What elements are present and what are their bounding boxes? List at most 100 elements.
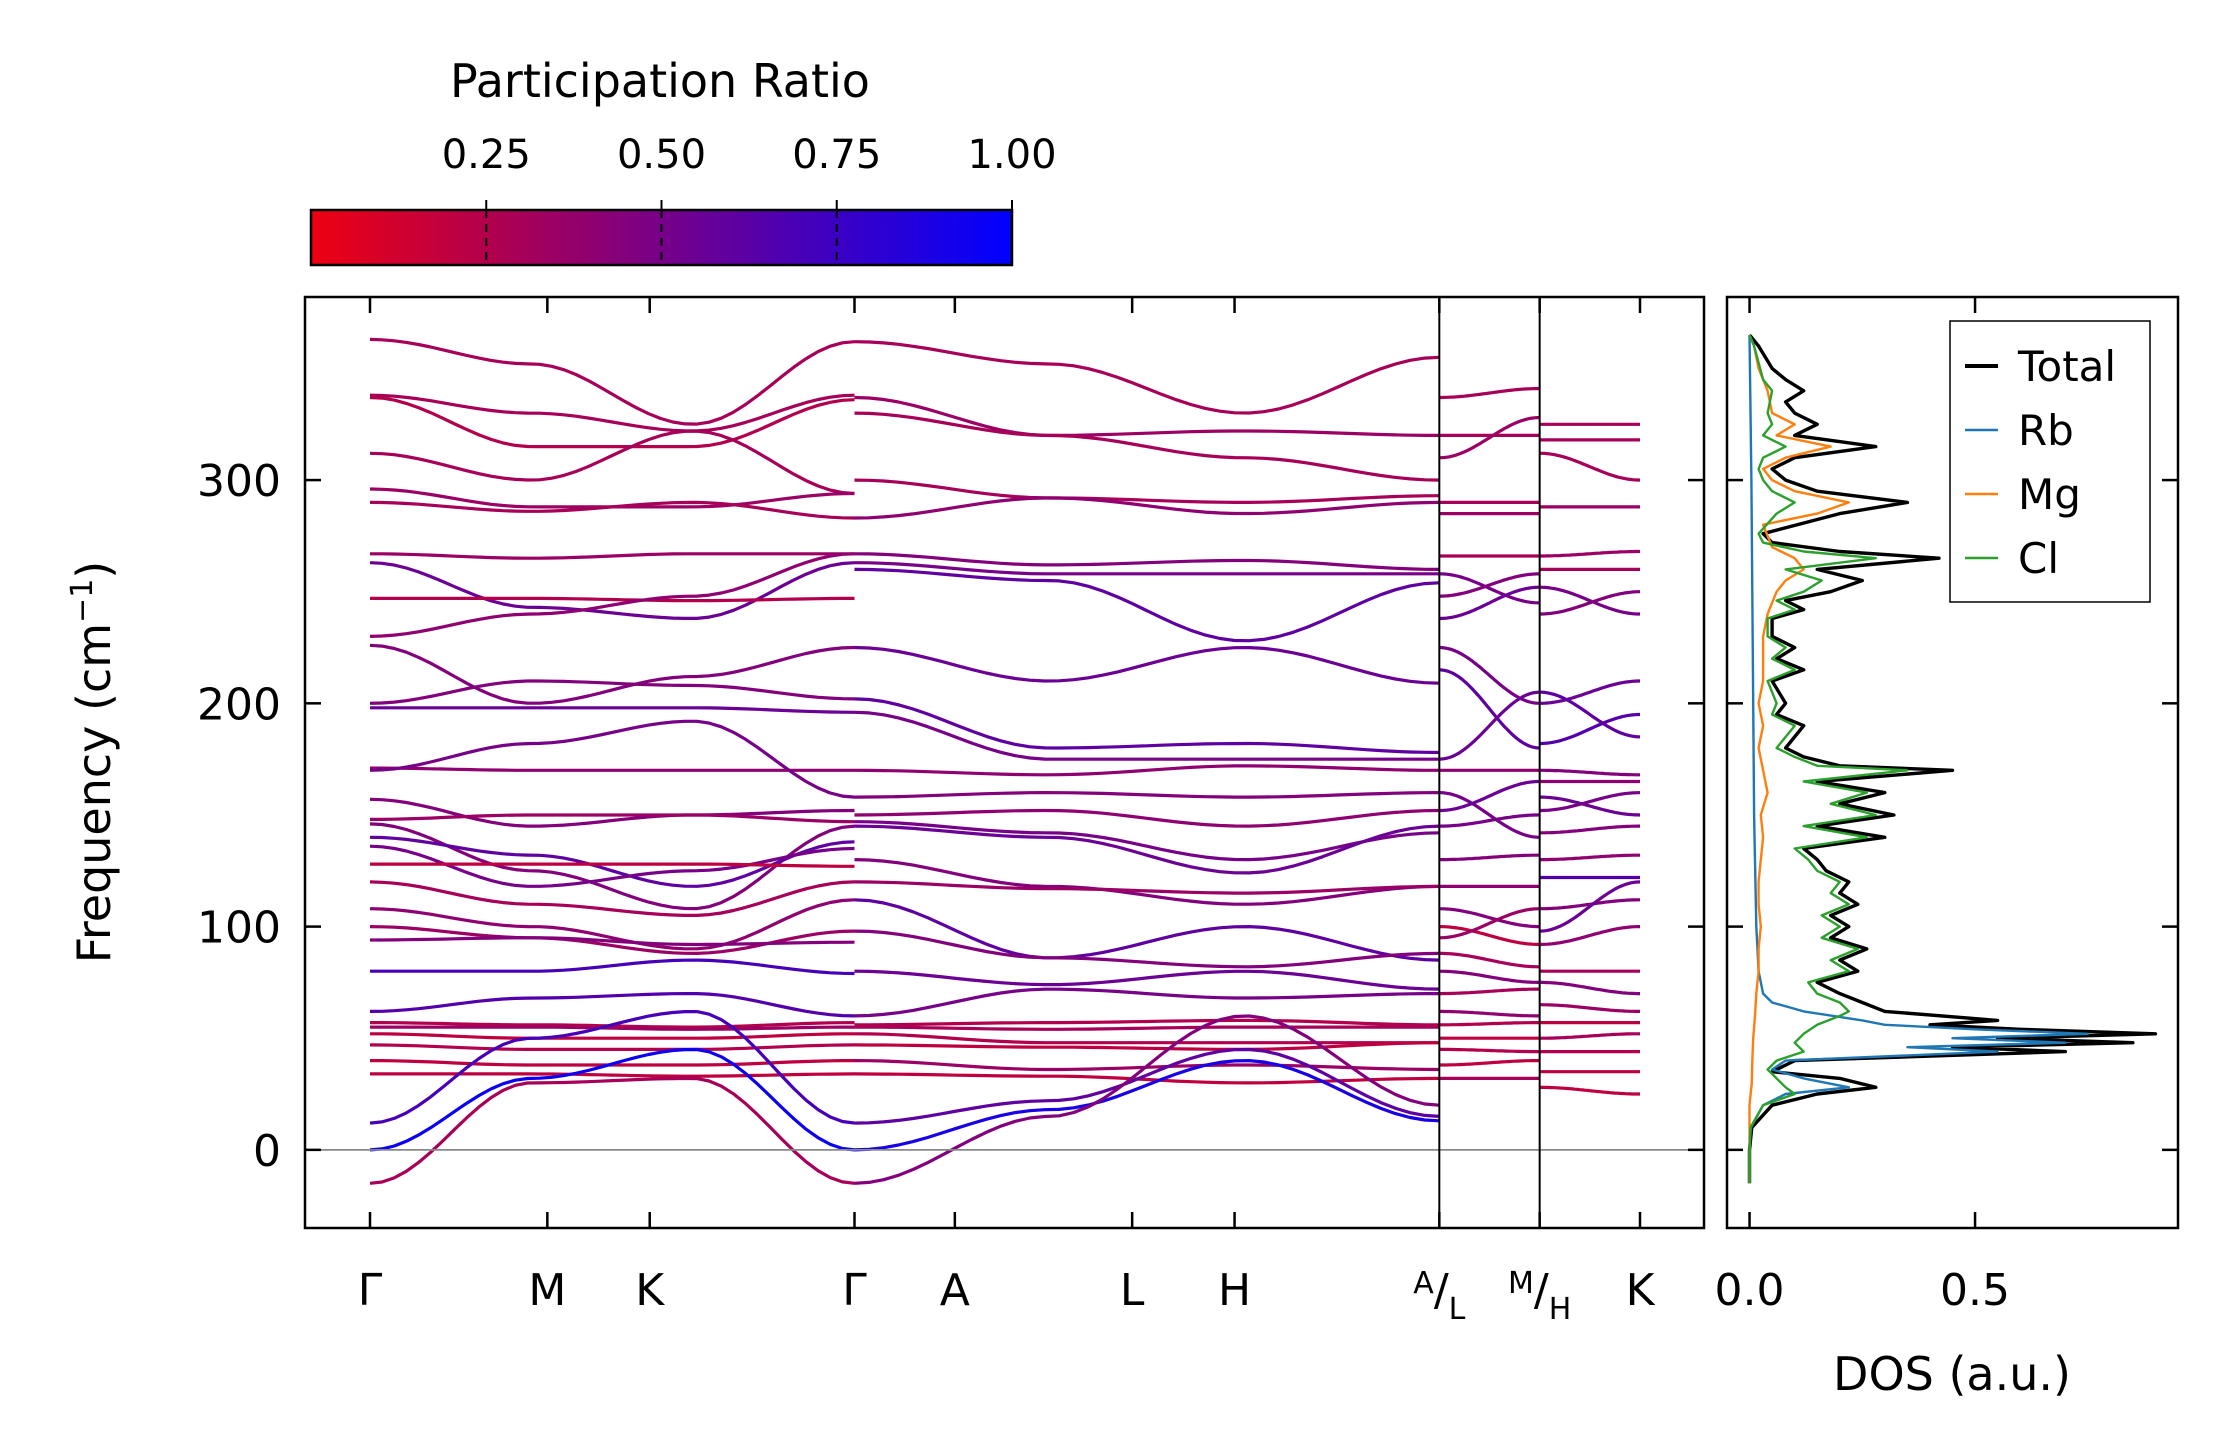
phonon-band: [369, 561, 855, 621]
phonon-band: [1539, 712, 1640, 746]
band-y-axis-label-sup: −1: [65, 579, 100, 623]
phonon-band: [369, 797, 855, 828]
phonon-band: [369, 552, 855, 638]
phonon-band: [1539, 880, 1641, 933]
phonon-band: [369, 898, 855, 951]
phonon-band: [854, 645, 1440, 685]
phonon-band: [854, 898, 1440, 962]
phonon-band: [370, 1025, 855, 1031]
band-lines: [369, 337, 1641, 1185]
phonon-band: [1539, 451, 1641, 482]
k-point-label: M: [528, 1265, 566, 1316]
phonon-band: [369, 880, 855, 918]
phonon-band: [854, 411, 1440, 482]
phonon-band: [854, 987, 1440, 1018]
phonon-band: [1439, 645, 1540, 705]
phonon-band: [854, 552, 1440, 571]
phonon-band: [854, 790, 1440, 799]
k-point-label-top: M: [1508, 1266, 1534, 1301]
colorbar-tick-label: 0.75: [792, 132, 881, 178]
dos-series-rb: [1748, 334, 2090, 1184]
phonon-band: [1439, 572, 1540, 605]
phonon-band: [854, 478, 1440, 504]
legend-items: Total Rb Mg Cl: [1965, 342, 2116, 583]
phonon-band: [370, 862, 855, 868]
phonon-band: [1539, 898, 1640, 911]
legend-label-rb: Rb: [2018, 406, 2074, 455]
phonon-band: [370, 706, 855, 714]
dos-y-ticks: [1727, 478, 2178, 1152]
k-point-label-slash: /: [1534, 1265, 1549, 1316]
phonon-band: [854, 880, 1440, 895]
phonon-band: [369, 991, 855, 1018]
phonon-band: [369, 429, 855, 496]
legend-label-cl: Cl: [2018, 534, 2059, 583]
colorbar-title: Participation Ratio: [450, 54, 870, 108]
band-axes-frame: [303, 295, 1706, 1230]
phonon-band: [1539, 549, 1640, 558]
k-point-label: L: [1120, 1265, 1145, 1316]
phonon-band: [369, 393, 855, 433]
phonon-band: [369, 487, 855, 509]
dos-series-cl: [1748, 334, 1909, 1184]
legend-label-mg: Mg: [2018, 470, 2081, 519]
phonon-band: [854, 858, 1440, 906]
phonon-band: [854, 1047, 1440, 1125]
y-tick-label: 100: [197, 903, 281, 954]
dos-series-total: [1747, 333, 2158, 1184]
phonon-band: [854, 820, 1440, 862]
y-tick-label: 300: [197, 456, 281, 507]
phonon-band: [1539, 853, 1640, 862]
phonon-band: [370, 936, 855, 947]
phonon-band: [1539, 585, 1640, 616]
phonon-band: [369, 1009, 855, 1125]
phonon-band: [370, 1072, 855, 1078]
phonon-band: [1439, 668, 1540, 750]
phonon-band: [1439, 1020, 1540, 1027]
phonon-band: [1439, 853, 1540, 862]
phonon-band: [369, 844, 855, 888]
k-point-label: Γ: [842, 1265, 867, 1316]
phonon-band: [1439, 987, 1540, 996]
colorbar-tick-label: 0.25: [442, 132, 531, 178]
phonon-band: [854, 1072, 1440, 1085]
phonon-band: [1539, 768, 1640, 777]
phonon-band: [369, 643, 855, 705]
colorbar-ticks: 0.25 0.50 0.75 1.00: [442, 132, 1057, 265]
phonon-band: [854, 1041, 1440, 1052]
phonon-band: [1439, 690, 1540, 761]
phonon-band: [1439, 1009, 1540, 1018]
band-y-axis-label-close: ): [67, 561, 121, 579]
y-tick-label: 0: [253, 1126, 281, 1177]
phonon-band: [370, 596, 855, 603]
phonon-band: [1439, 779, 1540, 813]
phonon-band: [1439, 969, 1540, 985]
phonon-band: [370, 958, 855, 976]
dos-series-mg: [1748, 334, 1851, 1184]
dos-x-ticks: 0.0 0.5: [1715, 297, 2010, 1316]
phonon-band: [1539, 1032, 1640, 1040]
band-y-axis-label: Frequency (cm−1): [65, 561, 121, 964]
y-tick-label: 200: [197, 679, 281, 730]
phonon-band: [854, 808, 1440, 828]
k-point-label-slash: /: [1434, 1265, 1449, 1316]
phonon-band: [369, 719, 855, 799]
phonon-band: [369, 395, 855, 449]
dos-x-axis-label: DOS (a.u.): [1833, 1347, 2071, 1401]
band-y-ticks: 0 100 200 300: [197, 456, 1704, 1177]
dos-legend: Total Rb Mg Cl: [1949, 320, 2151, 603]
phonon-band: [854, 824, 1440, 875]
k-point-label: Γ: [358, 1265, 383, 1316]
dos-lines: [1747, 333, 2158, 1184]
phonon-band: [370, 552, 855, 560]
phonon-band: [1439, 813, 1540, 828]
phonon-band: [854, 969, 1440, 991]
phonon-band: [854, 496, 1440, 520]
band-k-point-ticks: Γ M K Γ A L H A/LM/H K: [358, 297, 1656, 1327]
phonon-band: [854, 340, 1440, 415]
phonon-band: [1439, 907, 1540, 940]
phonon-band: [369, 500, 855, 520]
dos-axes-frame: [1725, 295, 2180, 1230]
phonon-band: [1539, 679, 1640, 705]
